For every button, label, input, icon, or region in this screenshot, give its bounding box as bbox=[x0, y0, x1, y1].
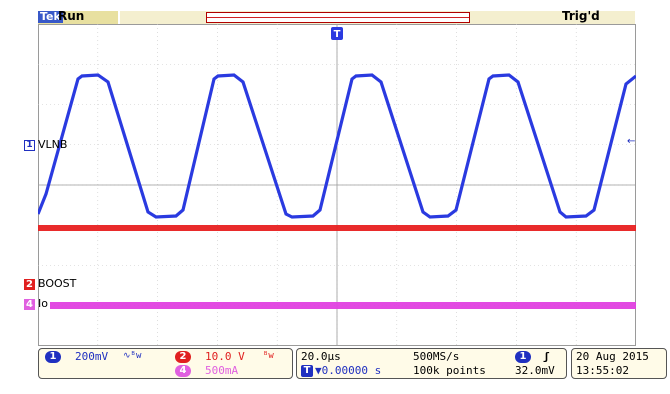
svg-text:T: T bbox=[334, 29, 341, 40]
trigger-slope-icon: ʃ bbox=[543, 350, 550, 363]
acquisition-state: Run bbox=[58, 9, 85, 23]
ch1-marker[interactable]: 1 bbox=[24, 140, 35, 151]
date: 20 Aug 2015 bbox=[576, 350, 649, 363]
ch1-badge: 1 bbox=[45, 351, 61, 363]
trigger-status: Trig'd bbox=[562, 9, 600, 23]
trigger-position-marker: T bbox=[331, 27, 343, 40]
ch4-badge: 4 bbox=[175, 365, 191, 377]
ch2-marker[interactable]: 2 bbox=[24, 279, 35, 290]
ch4-marker[interactable]: 4 bbox=[24, 299, 35, 310]
horizontal-readout-pane[interactable]: 20.0µs 500MS/s T ▼0.00000 s 100k points … bbox=[296, 348, 567, 379]
record-position-line bbox=[207, 17, 469, 18]
ch2-coupling-icon: ᴮw bbox=[263, 351, 274, 361]
vertical-readout-pane[interactable]: 1 200mV ∿ᴮw 2 10.0 V ᴮw 4 500mA bbox=[38, 348, 293, 379]
ch4-scale: 500mA bbox=[205, 364, 239, 377]
tek-logo: Tek bbox=[38, 10, 63, 23]
trigger-source-badge: 1 bbox=[515, 351, 531, 363]
datetime-pane: 20 Aug 2015 13:55:02 bbox=[571, 348, 667, 379]
ch2-scale: 10.0 V bbox=[205, 350, 245, 363]
trigger-position: ▼0.00000 s bbox=[315, 364, 382, 377]
ch2-badge: 2 bbox=[175, 351, 191, 363]
trigger-t-icon: T bbox=[301, 365, 313, 377]
ch2-trace bbox=[38, 225, 636, 231]
ch1-scale: 200mV bbox=[75, 350, 109, 363]
ch1-coupling-icon: ∿ᴮw bbox=[123, 351, 142, 361]
record-length: 100k points bbox=[413, 364, 486, 377]
ch4-label: Io bbox=[38, 297, 48, 310]
trigger-level: 32.0mV bbox=[515, 364, 555, 377]
ch1-trace bbox=[38, 73, 636, 219]
ch1-label: VLNB bbox=[38, 138, 68, 151]
graticule: T ← bbox=[38, 24, 636, 346]
trigger-level-arrow-icon: ← bbox=[627, 136, 635, 147]
readout-bar: 1 200mV ∿ᴮw 2 10.0 V ᴮw 4 500mA 20.0µs 5… bbox=[38, 348, 668, 380]
ch4-trace bbox=[50, 302, 636, 309]
time: 13:55:02 bbox=[576, 364, 629, 377]
timebase: 20.0µs bbox=[301, 350, 341, 363]
sample-rate: 500MS/s bbox=[413, 350, 460, 363]
ch2-label: BOOST bbox=[38, 277, 77, 290]
